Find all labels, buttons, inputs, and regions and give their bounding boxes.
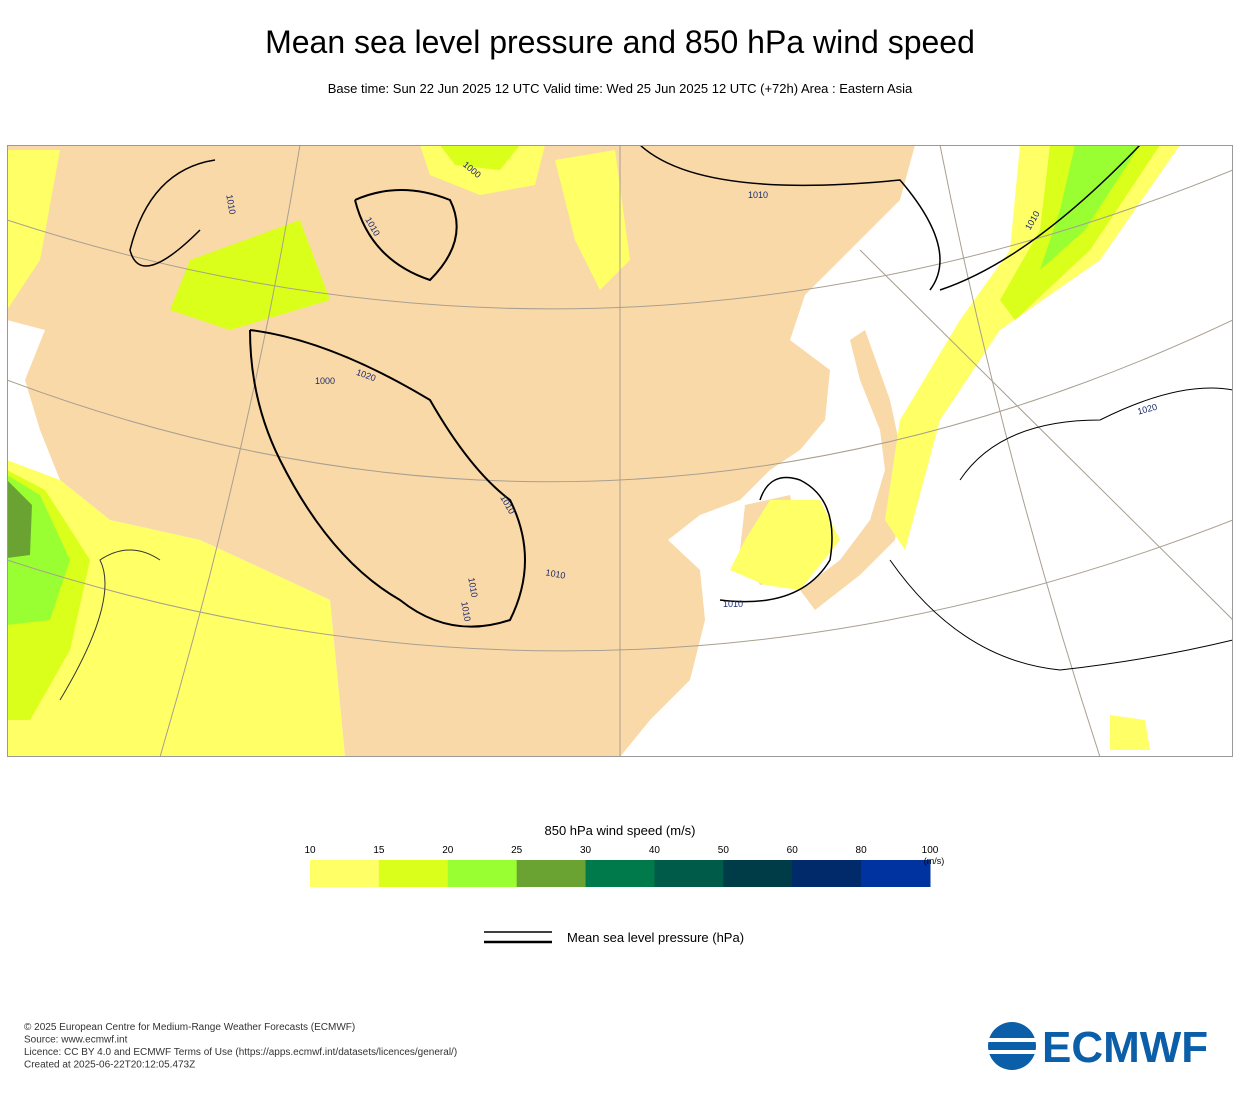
contour-label: 1010 <box>723 599 743 609</box>
subtitle: Base time: Sun 22 Jun 2025 12 UTC Valid … <box>328 81 913 96</box>
footer-line: Source: www.ecmwf.int <box>24 1035 128 1046</box>
colorbar-bin <box>585 860 655 887</box>
colorbar-bin <box>723 860 793 887</box>
logo-icon <box>988 1022 1036 1070</box>
contour-label: 1010 <box>459 601 472 622</box>
colorbar-title: 850 hPa wind speed (m/s) <box>544 823 695 838</box>
wind-area <box>1110 715 1150 750</box>
footer-line: Created at 2025-06-22T20:12:05.473Z <box>24 1060 195 1071</box>
land <box>800 330 905 610</box>
colorbar-tick-label: 15 <box>373 845 385 856</box>
title: Mean sea level pressure and 850 hPa wind… <box>265 24 975 60</box>
wind-area <box>885 145 1180 550</box>
colorbar-unit: (m/s) <box>924 856 945 866</box>
map <box>7 145 1233 757</box>
colorbar-bin <box>310 860 380 887</box>
contour-label: 1000 <box>315 376 335 386</box>
colorbar-tick-label: 80 <box>856 845 868 856</box>
wind-area <box>7 150 60 310</box>
map-frame <box>7 145 1233 757</box>
contour-label: 1010 <box>466 577 479 598</box>
footer-line: Licence: CC BY 4.0 and ECMWF Terms of Us… <box>24 1047 457 1058</box>
colorbar-tick-label: 10 <box>304 845 316 856</box>
contour-label: 1010 <box>224 194 237 215</box>
colorbar-bin <box>654 860 724 887</box>
colorbar-tick-label: 100 <box>922 845 939 856</box>
land <box>600 745 625 757</box>
colorbar-tick-label: 60 <box>787 845 799 856</box>
wind-area <box>170 220 330 330</box>
isobars <box>59 145 1233 701</box>
legend-label: Mean sea level pressure (hPa) <box>567 930 744 945</box>
colorbar-bin <box>516 860 587 887</box>
colorbar-tick-label: 25 <box>511 845 523 856</box>
colorbar-tick-label: 50 <box>718 845 730 856</box>
contour-label: 1010 <box>545 567 566 580</box>
wind-area <box>555 150 630 290</box>
wind-area <box>7 480 32 558</box>
colorbar-tick-label: 20 <box>442 845 454 856</box>
colorbar-bin <box>861 860 931 887</box>
footer-line: © 2025 European Centre for Medium-Range … <box>24 1022 355 1033</box>
colorbar-bin <box>378 860 449 887</box>
colorbar-tick-label: 30 <box>580 845 592 856</box>
logo: ECMWF <box>1042 1023 1208 1072</box>
wind-area <box>7 460 345 757</box>
wind-area <box>730 500 840 590</box>
colorbar-bin <box>792 860 862 887</box>
wind-area <box>440 145 520 170</box>
colorbar-bin <box>447 860 518 887</box>
contour-label: 1010 <box>748 190 768 200</box>
graticule <box>7 145 1233 757</box>
wind-area <box>1040 145 1140 270</box>
colorbar-tick-label: 40 <box>649 845 661 856</box>
